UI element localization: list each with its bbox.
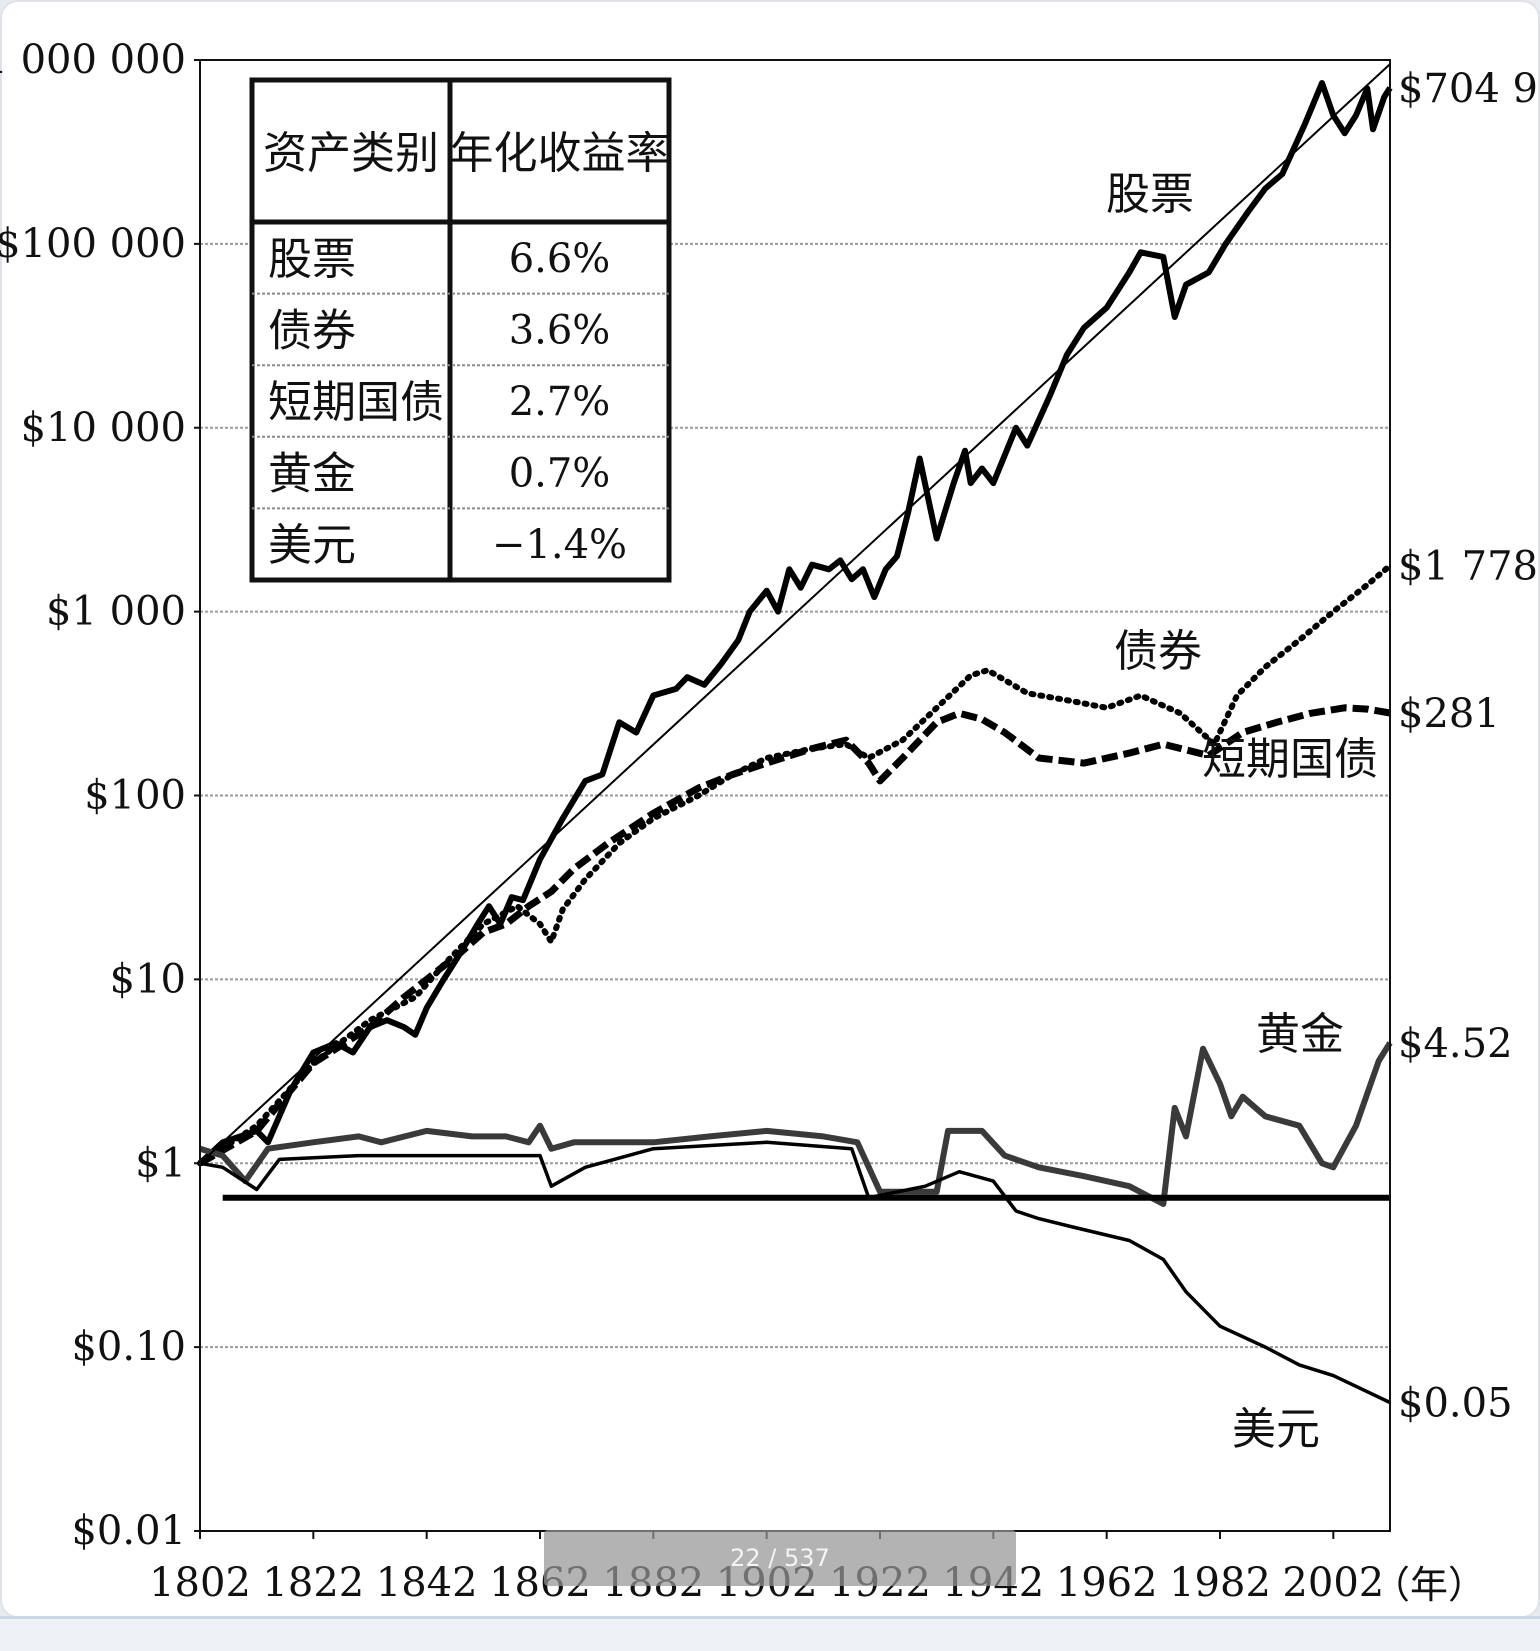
- series-end-value-label: $0.05: [1398, 1380, 1513, 1426]
- y-tick-label: $10: [110, 956, 186, 1002]
- series-name-label: 短期国债: [1202, 734, 1378, 785]
- series-name-label: 股票: [1106, 169, 1194, 220]
- table-cell-return: 6.6%: [509, 236, 611, 282]
- series-lines: [197, 63, 1393, 1405]
- table-cell-asset: 黄金: [268, 449, 356, 500]
- table-cell-asset: 短期国债: [268, 377, 444, 428]
- x-tick-label: 1802: [149, 1560, 251, 1606]
- series-line-5: [199, 1140, 1391, 1405]
- y-tick-label: $0.10: [71, 1324, 186, 1370]
- series-end-value-label: $1 778: [1398, 544, 1538, 590]
- x-axis-unit-label: （年）: [1372, 1563, 1486, 1607]
- table-cell-return: 2.7%: [509, 379, 611, 425]
- series-labels: 股票 $704 997 债券 $1 778 短期国债 $281 黄金 $4.52 美元 $0.05: [1106, 66, 1540, 1455]
- table-cell-return: 3.6%: [509, 307, 611, 353]
- x-tick-label: 2002: [1282, 1560, 1384, 1606]
- series-line-4: [199, 1041, 1393, 1207]
- y-tick-label: $100: [84, 773, 186, 819]
- table-cell-asset: 美元: [268, 520, 356, 571]
- y-tick-label: $0.01: [71, 1508, 186, 1554]
- table-cell-asset: 债券: [268, 305, 356, 356]
- x-tick-label: 1962: [1056, 1560, 1158, 1606]
- series-line-3: [198, 704, 1391, 1167]
- page-indicator: 22 / 537: [544, 1530, 1016, 1586]
- table-border: [249, 77, 672, 583]
- y-tick-label: $1 000: [46, 589, 186, 635]
- x-tick-label: 1982: [1169, 1560, 1271, 1606]
- asset-returns-chart: $1 000 000 $100 000 $10 000 $1 000 $100 $10 $1…: [0, 37, 1540, 1607]
- series-line-2: [197, 562, 1393, 1167]
- table-cell-asset: 股票: [268, 234, 356, 285]
- table-cell-return: −1.4%: [492, 522, 627, 568]
- series-name-label: 债券: [1114, 626, 1202, 677]
- series-end-value-label: $281: [1398, 691, 1500, 737]
- series-end-value-label: $704 997: [1398, 66, 1540, 112]
- series-end-value-label: $4.52: [1398, 1021, 1513, 1067]
- bottom-strip: [0, 1616, 1540, 1651]
- table-header-cell: 年化收益率: [450, 128, 670, 179]
- y-tick-label: $100 000: [0, 221, 186, 267]
- trend-line: [199, 63, 1391, 1165]
- series-name-label: 黄金: [1256, 1009, 1344, 1060]
- table-cell-return: 0.7%: [509, 451, 611, 497]
- y-tick-label: $1 000 000: [0, 37, 186, 83]
- series-line-1: [197, 80, 1393, 1166]
- x-tick-label: 1822: [262, 1560, 364, 1606]
- table-header-cell: 资产类别: [263, 128, 439, 179]
- y-tick-label: $1: [135, 1140, 186, 1186]
- series-name-label: 美元: [1232, 1404, 1320, 1455]
- x-tick-label: 1842: [376, 1560, 478, 1606]
- y-tick-label: $10 000: [21, 405, 186, 451]
- y-tick-labels: $1 000 000 $100 000 $10 000 $1 000 $100 $10 $1…: [0, 37, 186, 1554]
